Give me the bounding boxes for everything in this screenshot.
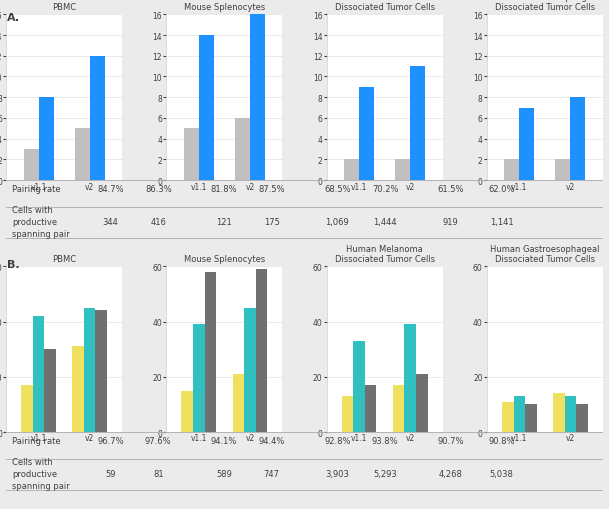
Bar [184, 129, 199, 181]
Text: A.: A. [7, 13, 21, 23]
Bar [416, 374, 428, 432]
Text: Human Gastroesophageal
Dissociated Tumor Cells: Human Gastroesophageal Dissociated Tumor… [490, 0, 600, 12]
Text: 5,038: 5,038 [490, 469, 513, 478]
Text: 86.3%: 86.3% [145, 185, 172, 194]
Bar [96, 311, 107, 432]
Text: 919: 919 [443, 218, 459, 227]
Text: 416: 416 [150, 218, 166, 227]
Text: Mouse Splenocytes: Mouse Splenocytes [184, 3, 265, 12]
Bar [233, 374, 244, 432]
Bar [90, 56, 105, 181]
Bar [33, 317, 44, 432]
Text: 70.2%: 70.2% [372, 185, 398, 194]
Text: 96.7%: 96.7% [97, 436, 124, 445]
Text: Cells with
productive
spanning pair: Cells with productive spanning pair [12, 206, 70, 239]
Text: 3,903: 3,903 [325, 469, 350, 478]
Bar [24, 150, 38, 181]
Bar [410, 67, 425, 181]
Bar [502, 402, 513, 432]
Text: PBMC: PBMC [52, 3, 76, 12]
Bar [571, 98, 585, 181]
Bar [244, 308, 256, 432]
Text: 90.8%: 90.8% [488, 436, 515, 445]
Text: 5,293: 5,293 [373, 469, 397, 478]
Text: 1,444: 1,444 [373, 218, 397, 227]
Text: 94.4%: 94.4% [258, 436, 285, 445]
Bar [250, 15, 265, 181]
Text: B.: B. [7, 260, 20, 270]
Text: Human Melanoma
Dissociated Tumor Cells: Human Melanoma Dissociated Tumor Cells [334, 0, 435, 12]
Text: 90.7%: 90.7% [437, 436, 464, 445]
Text: Mouse Splenocytes: Mouse Splenocytes [184, 254, 265, 263]
Bar [513, 397, 525, 432]
Text: 344: 344 [102, 218, 119, 227]
Text: 121: 121 [216, 218, 232, 227]
Text: 93.8%: 93.8% [371, 436, 398, 445]
Bar [205, 272, 216, 432]
Bar [21, 385, 33, 432]
Bar [84, 308, 96, 432]
Bar [519, 108, 535, 181]
Bar [72, 347, 84, 432]
Text: 589: 589 [216, 469, 232, 478]
Text: 1,069: 1,069 [325, 218, 349, 227]
Bar [565, 397, 576, 432]
Text: 92.8%: 92.8% [324, 436, 351, 445]
Bar [74, 129, 90, 181]
Bar [199, 36, 214, 181]
Text: 81: 81 [153, 469, 164, 478]
Bar [193, 325, 205, 432]
Bar [38, 98, 54, 181]
Text: 4,268: 4,268 [438, 469, 463, 478]
Text: 87.5%: 87.5% [258, 185, 285, 194]
Text: 747: 747 [264, 469, 280, 478]
Bar [553, 393, 565, 432]
Bar [344, 160, 359, 181]
Text: 62.0%: 62.0% [488, 185, 515, 194]
Text: 97.6%: 97.6% [145, 436, 172, 445]
Text: 94.1%: 94.1% [211, 436, 237, 445]
Bar [353, 341, 365, 432]
Bar [359, 88, 374, 181]
Text: Pairing rate: Pairing rate [12, 436, 61, 445]
Bar [504, 160, 519, 181]
Bar [44, 350, 56, 432]
Text: Human Melanoma
Dissociated Tumor Cells: Human Melanoma Dissociated Tumor Cells [334, 244, 435, 263]
Bar [395, 160, 410, 181]
Bar [576, 405, 588, 432]
Bar [256, 269, 267, 432]
Bar [342, 397, 353, 432]
Bar [525, 405, 537, 432]
Bar [393, 385, 404, 432]
Text: Cells with
productive
spanning pair: Cells with productive spanning pair [12, 458, 70, 490]
Bar [181, 391, 193, 432]
Text: 68.5%: 68.5% [324, 185, 351, 194]
Text: 59: 59 [105, 469, 116, 478]
Text: PBMC: PBMC [52, 254, 76, 263]
Text: 61.5%: 61.5% [437, 185, 464, 194]
Bar [404, 325, 416, 432]
Text: Pairing rate: Pairing rate [12, 185, 61, 194]
Text: 84.7%: 84.7% [97, 185, 124, 194]
Text: Human Gastroesophageal
Dissociated Tumor Cells: Human Gastroesophageal Dissociated Tumor… [490, 244, 600, 263]
Text: 1,141: 1,141 [490, 218, 513, 227]
Text: 81.8%: 81.8% [211, 185, 238, 194]
Bar [365, 385, 376, 432]
Bar [235, 119, 250, 181]
Bar [555, 160, 571, 181]
Text: 175: 175 [264, 218, 280, 227]
